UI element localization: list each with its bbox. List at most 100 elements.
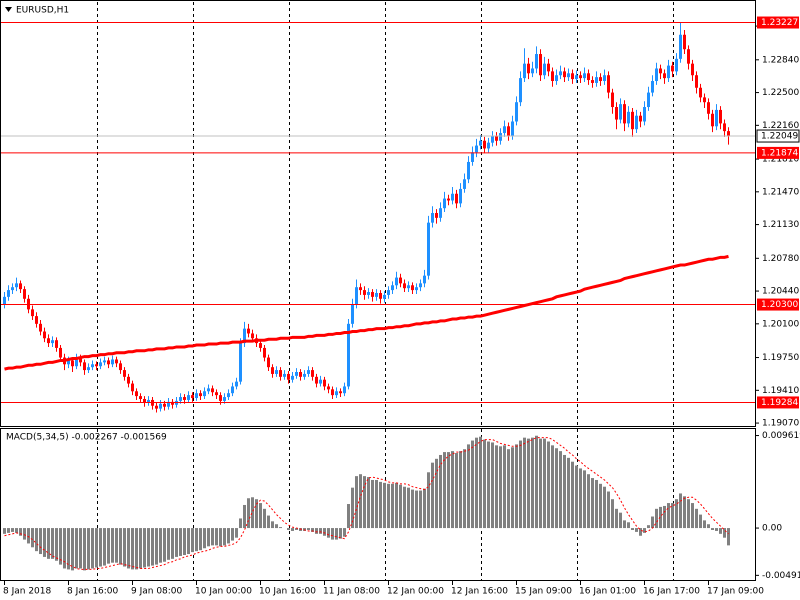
candle-body [607,75,610,93]
macd-bar [479,436,482,529]
candle-body [135,391,138,397]
macd-bar [79,528,82,569]
macd-bar [259,503,262,529]
macd-bar [355,476,358,529]
macd-bar [147,528,150,567]
y-tick-label: 1.21130 [762,220,799,230]
candle-body [331,389,334,396]
candle-body [603,75,606,82]
macd-bar [339,528,342,539]
candle-body [403,283,406,289]
y-tick-label: 1.20440 [762,287,799,297]
candle-body [39,323,42,332]
candle-body [695,75,698,88]
macd-bar [443,452,446,529]
candle-body [7,290,10,297]
macd-bar [463,449,466,529]
candle-body [527,63,530,74]
candle-body [407,285,410,289]
candle-body [195,393,198,399]
candle-body [203,391,206,397]
candle-body [479,140,482,146]
candle-body [491,135,494,143]
macd-bar [127,528,130,569]
macd-bar [527,438,530,529]
macd-bar [59,528,62,565]
macd-bar [311,528,314,532]
candle-body [579,75,582,79]
macd-bar [211,528,214,546]
candle-body [599,77,602,82]
macd-bar [575,465,578,529]
macd-bar [491,442,494,529]
candle-body [671,65,674,72]
macd-bar [267,515,270,529]
candle-body [507,126,510,136]
macd-bar [719,528,722,534]
macd-bar [159,528,162,563]
candle-body [343,386,346,394]
macd-bar [403,486,406,529]
macd-bar [499,446,502,529]
macd-bar [319,528,322,534]
candle-body [411,285,414,291]
y-tick-label: 0.009619 [762,431,800,441]
macd-bar [391,483,394,529]
level-box [757,146,799,159]
candle-body [227,393,230,398]
macd-bar [3,528,6,534]
x-tick-label: 16 Jan 01:00 [579,587,636,597]
candle-body [543,63,546,76]
macd-bar [183,528,186,555]
candle-body [503,126,506,134]
candle-body [267,357,270,368]
candle-body [547,63,550,72]
candle-body [15,283,18,288]
candle-body [47,338,50,344]
macd-bar [219,528,222,547]
candle-body [307,370,310,374]
x-tick-label: 10 Jan 00:00 [195,587,252,597]
candle-body [567,73,570,78]
macd-bar [67,528,70,570]
macd-bar [467,444,470,529]
macd-bar [315,528,318,534]
macd-bar [11,528,14,532]
macd-bar [383,482,386,529]
macd-bar [359,474,362,529]
candle-body [435,213,438,218]
macd-bar [87,528,90,570]
macd-bar [275,524,278,529]
candle-body [399,277,402,284]
candle-body [711,113,714,127]
macd-bar [723,528,726,538]
menu-triangle[interactable] [5,7,12,12]
macd-bar [187,528,190,555]
macd-bar [95,528,98,568]
macd-bar [703,520,706,529]
candle-body [443,198,446,209]
macd-bar [255,499,258,529]
level-label: 1.19284 [761,398,798,408]
y-tick-label: 1.19750 [762,353,799,363]
candle-body [211,388,214,393]
macd-bar [423,488,426,529]
macd-bar [103,528,106,566]
macd-bar [435,458,438,529]
macd-bar [615,508,618,529]
macd-bar [679,493,682,529]
candle-body [439,208,442,218]
candle-body [71,360,74,367]
macd-bar [55,528,58,561]
candle-body [75,357,78,367]
macd-bar [683,496,686,529]
macd-bar [207,528,210,547]
macd-bar [675,499,678,529]
candle-body [247,328,250,334]
candle-body [535,54,538,69]
macd-bar [227,528,230,544]
macd-bar [155,528,158,565]
macd-bar [135,528,138,570]
candle-body [179,397,182,401]
